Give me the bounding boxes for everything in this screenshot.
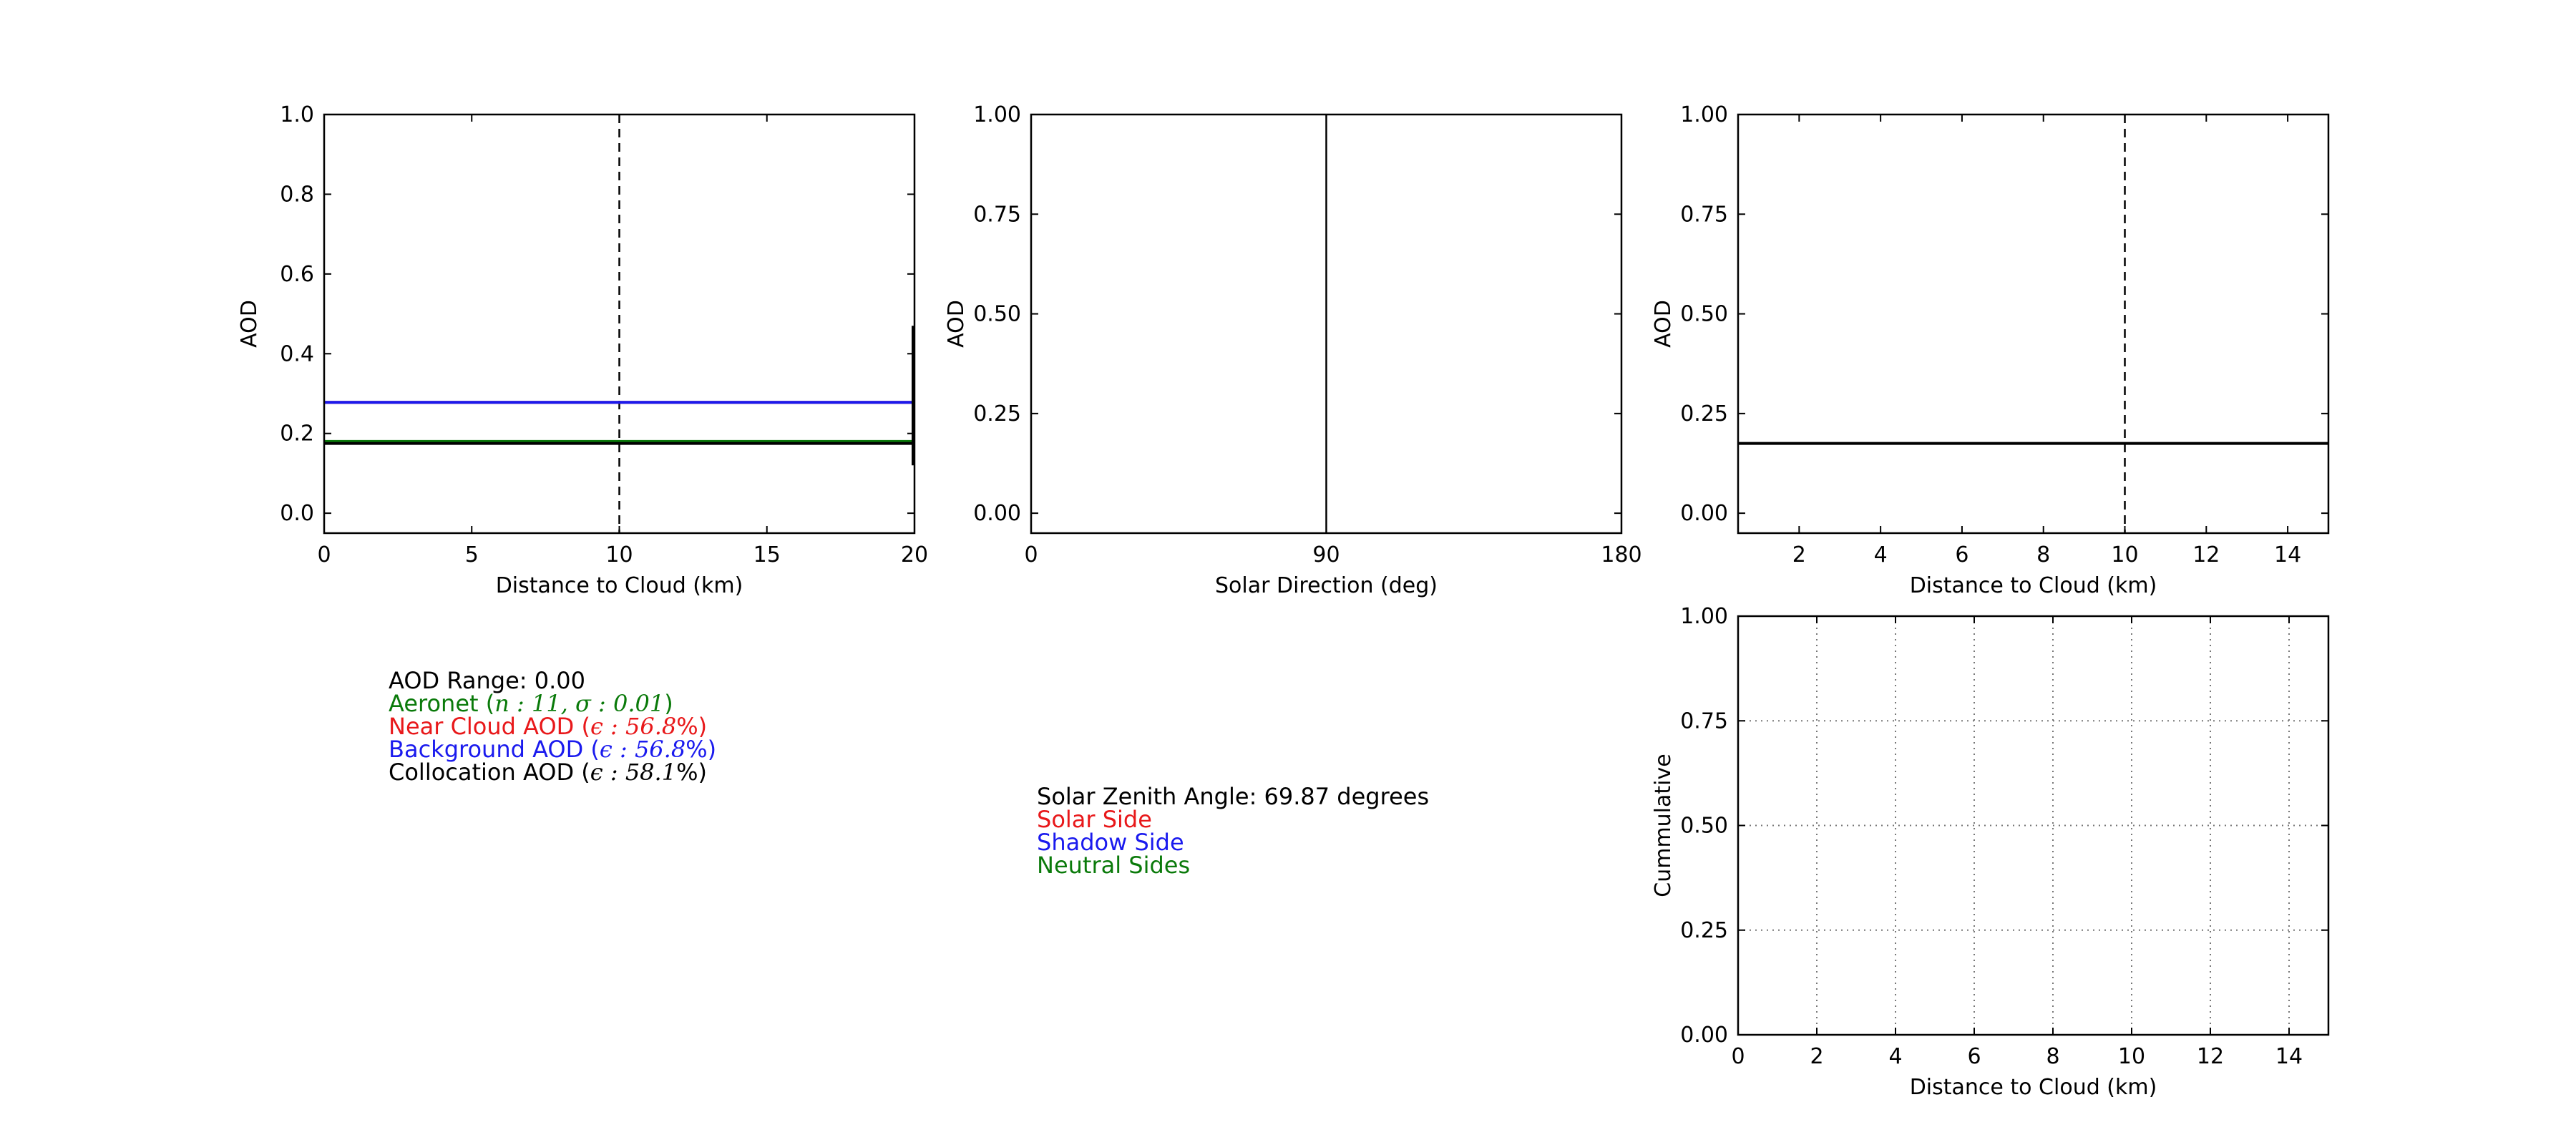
near-cloud-legend-entry: Near Cloud AOD (ϵ : 56.8%): [389, 713, 707, 740]
y-tick-label: 0.25: [973, 401, 1021, 427]
near-cloud-suffix: %): [676, 713, 707, 740]
x-tick-label: 6: [1967, 1044, 1981, 1069]
collocation-legend-entry: Collocation AOD (ϵ : 58.1%): [389, 759, 707, 786]
x-tick-label: 5: [465, 542, 479, 567]
x-tick-label: 4: [1874, 542, 1888, 567]
x-tick-label: 10: [605, 542, 633, 567]
background-suffix: %): [686, 736, 716, 763]
background-prefix: Background AOD (: [389, 736, 600, 763]
y-tick-label: 0.75: [973, 202, 1021, 227]
x-tick-label: 2: [1810, 1044, 1823, 1069]
aeronet-prefix: Aeronet (: [389, 690, 494, 717]
x-tick-label: 12: [2192, 542, 2220, 567]
aeronet-legend-entry: Aeronet (n : 11, σ : 0.01): [389, 690, 673, 717]
x-tick-label: 0: [1024, 542, 1038, 567]
x-tick-label: 10: [2118, 1044, 2145, 1069]
x-tick-label: 6: [1955, 542, 1968, 567]
near-cloud-prefix: Near Cloud AOD (: [389, 713, 590, 740]
solar-zenith-label: Solar Zenith Angle: 69.87 degrees: [1037, 783, 1429, 810]
collocation-prefix: Collocation AOD (: [389, 759, 590, 786]
x-axis-label: Distance to Cloud (km): [1910, 573, 2157, 598]
panel-1: 0 5 10 15 20 0.0 0.2 0.4 0.6 0.8 1.0 Distance to Cl…: [237, 102, 928, 598]
y-tick-label: 1.0: [280, 102, 314, 127]
y-tick-label: 0.50: [1680, 814, 1728, 839]
aeronet-math: n : 11, σ : 0.01: [494, 690, 664, 717]
x-tick-label: 14: [2274, 542, 2301, 567]
x-axis-label: Distance to Cloud (km): [496, 573, 743, 598]
x-axis-label: Distance to Cloud (km): [1910, 1075, 2157, 1100]
solar-side-label: Solar Side: [1037, 806, 1152, 833]
x-tick-label: 15: [753, 542, 781, 567]
y-tick-label: 0.0: [280, 501, 314, 526]
y-tick-label: 0.4: [280, 341, 314, 366]
x-tick-label: 10: [2111, 542, 2138, 567]
y-axis-label: AOD: [1651, 300, 1676, 348]
y-tick-label: 0.2: [280, 422, 314, 447]
x-tick-label: 0: [317, 542, 331, 567]
y-tick-label: 0.8: [280, 182, 314, 207]
panel-4: 0 2 4 6 8 10 12 14 0.00 0.25 0.50 0.75 1.00 Distance …: [1651, 604, 2330, 1100]
panel-2: 0 90 180 0.00 0.25 0.50 0.75 1.00 Solar Directio…: [944, 102, 1642, 598]
x-tick-label: 20: [901, 542, 928, 567]
y-tick-label: 0.50: [1680, 302, 1728, 327]
y-axis-label: AOD: [944, 300, 969, 348]
panel-3: 2 4 6 8 10 12 14 0.00 0.25 0.50 0.75 1.00 Distance t…: [1651, 102, 2330, 598]
collocation-suffix: %): [676, 759, 707, 786]
y-tick-label: 1.00: [1680, 102, 1728, 127]
background-legend-entry: Background AOD (ϵ : 56.8%): [389, 736, 716, 763]
neutral-sides-label: Neutral Sides: [1037, 852, 1190, 879]
collocation-math: ϵ : 58.1: [590, 759, 676, 786]
x-tick-label: 180: [1601, 542, 1641, 567]
near-cloud-math: ϵ : 56.8: [590, 713, 676, 740]
y-tick-label: 0.75: [1680, 708, 1728, 734]
y-tick-label: 1.00: [1680, 604, 1728, 629]
y-tick-label: 1.00: [973, 102, 1021, 127]
aod-legend: AOD Range: 0.00 Aeronet (n : 11, σ : 0.0…: [389, 667, 716, 786]
solar-legend: Solar Zenith Angle: 69.87 degrees Solar …: [1037, 783, 1429, 879]
axes-frame: [1737, 615, 2330, 1036]
x-tick-label: 90: [1312, 542, 1340, 567]
aod-range-label: AOD Range: 0.00: [389, 667, 585, 694]
x-tick-label: 12: [2197, 1044, 2224, 1069]
axes-frame: [1737, 113, 2330, 535]
x-tick-label: 0: [1731, 1044, 1745, 1069]
x-tick-label: 8: [2046, 1044, 2059, 1069]
x-axis-label: Solar Direction (deg): [1215, 573, 1438, 598]
x-tick-label: 2: [1792, 542, 1806, 567]
y-axis-label: Cummulative: [1651, 754, 1676, 897]
aeronet-suffix: ): [664, 690, 673, 717]
y-tick-label: 0.00: [1680, 501, 1728, 526]
background-math: ϵ : 56.8: [600, 736, 686, 763]
y-tick-label: 0.75: [1680, 202, 1728, 227]
y-tick-label: 0.00: [1680, 1023, 1728, 1048]
x-tick-label: 14: [2275, 1044, 2303, 1069]
x-tick-label: 4: [1888, 1044, 1902, 1069]
y-tick-label: 0.50: [973, 302, 1021, 327]
y-tick-label: 0.6: [280, 262, 314, 287]
x-tick-label: 8: [2036, 542, 2050, 567]
y-tick-label: 0.00: [973, 501, 1021, 526]
y-tick-label: 0.25: [1680, 401, 1728, 427]
y-tick-label: 0.25: [1680, 918, 1728, 943]
shadow-side-label: Shadow Side: [1037, 829, 1184, 856]
y-axis-label: AOD: [237, 300, 262, 348]
